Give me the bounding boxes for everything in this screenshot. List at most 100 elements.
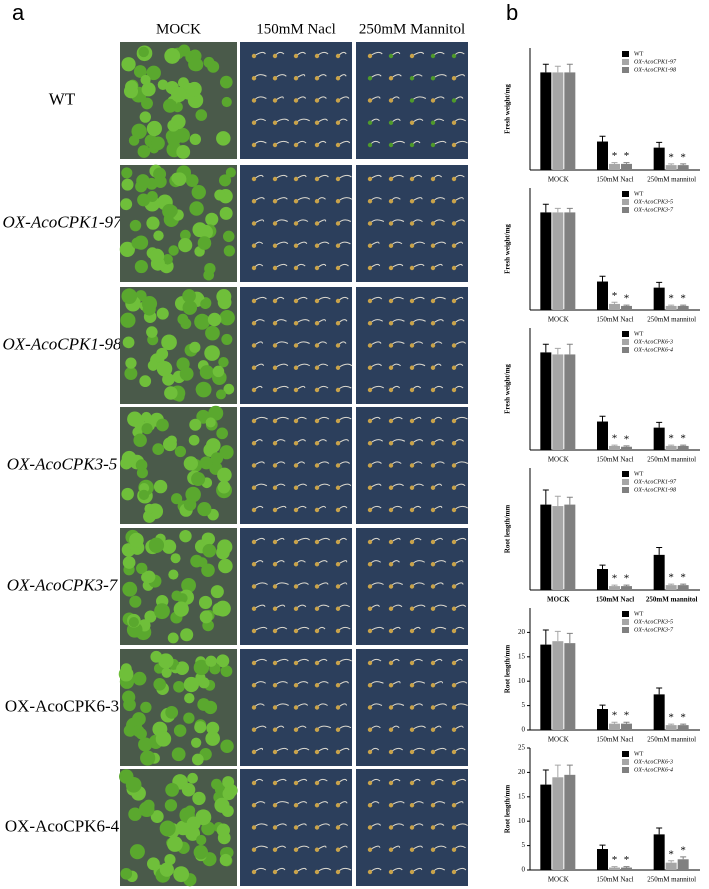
y-tick-label: 15 xyxy=(518,792,526,800)
seed xyxy=(314,199,320,204)
seed xyxy=(367,485,373,490)
legend-swatch xyxy=(622,767,629,773)
seed xyxy=(251,628,257,634)
seed xyxy=(251,562,257,567)
seedling xyxy=(141,411,152,423)
significance-mark: * xyxy=(624,854,630,866)
seedling xyxy=(168,569,179,580)
seed xyxy=(388,343,394,348)
seed xyxy=(409,727,415,732)
bar xyxy=(552,777,564,870)
x-tick-label: MOCK xyxy=(548,316,569,324)
y-axis-label: Fresh weight/mg xyxy=(504,364,512,414)
seed xyxy=(272,387,278,393)
seed xyxy=(314,243,320,248)
seed xyxy=(272,120,278,125)
significance-mark: * xyxy=(668,151,674,163)
seedling xyxy=(153,230,164,241)
seed xyxy=(367,199,373,204)
seed xyxy=(251,221,257,226)
seed xyxy=(409,869,415,875)
seed xyxy=(388,76,394,81)
seed xyxy=(430,825,436,830)
seedling xyxy=(187,772,198,784)
significance-mark: * xyxy=(612,710,618,722)
seed xyxy=(367,343,373,348)
seed xyxy=(367,265,373,271)
seed xyxy=(251,869,257,875)
significance-mark: * xyxy=(680,433,686,445)
seed xyxy=(451,387,457,393)
legend-swatch xyxy=(622,331,629,337)
bar xyxy=(653,287,665,310)
significance-mark: * xyxy=(624,150,630,162)
seed xyxy=(367,298,373,304)
x-tick-label: 150mM Nacl xyxy=(596,596,634,604)
seed xyxy=(293,749,299,755)
seed xyxy=(451,76,457,81)
seed xyxy=(388,562,394,567)
legend-label: OX-AcoCPK3-7 xyxy=(634,207,674,213)
y-axis-label: Root length/mm xyxy=(504,785,512,834)
seed xyxy=(367,562,373,567)
seedling xyxy=(214,189,226,201)
legend-swatch xyxy=(622,619,629,625)
y-tick-label: 0 xyxy=(522,726,526,734)
seed xyxy=(251,142,257,148)
seed xyxy=(293,199,299,204)
seed xyxy=(272,221,278,226)
seedling xyxy=(146,326,158,338)
seed xyxy=(430,606,436,611)
seed xyxy=(430,628,436,634)
bar xyxy=(540,212,552,310)
seedling xyxy=(129,219,142,232)
seed xyxy=(388,660,394,666)
error-bar xyxy=(680,723,687,726)
error-bar xyxy=(542,769,549,785)
seedling xyxy=(187,92,204,109)
seed xyxy=(335,683,341,688)
x-tick-label: MOCK xyxy=(548,456,569,464)
error-bar xyxy=(599,415,606,422)
x-tick-label: MOCK xyxy=(548,176,569,184)
seedling xyxy=(125,80,138,94)
seed xyxy=(335,869,341,875)
legend-swatch xyxy=(622,347,629,353)
error-bar xyxy=(680,856,687,860)
seed xyxy=(314,463,320,468)
seed xyxy=(367,660,373,666)
seed xyxy=(272,847,278,852)
seedling xyxy=(193,659,210,676)
seed xyxy=(430,321,436,326)
seed xyxy=(251,176,257,182)
seed xyxy=(451,321,457,326)
bar xyxy=(621,446,632,450)
seed xyxy=(388,176,394,182)
seed xyxy=(314,562,320,567)
seed xyxy=(430,265,436,271)
seed xyxy=(409,98,415,103)
seedling xyxy=(207,312,222,327)
row-label: OX-AcoCPK1-97 xyxy=(3,212,123,231)
seed xyxy=(367,507,373,513)
seedling xyxy=(181,577,196,593)
seedling xyxy=(162,254,173,265)
seedling xyxy=(153,678,166,691)
seed xyxy=(272,321,278,326)
bar xyxy=(653,427,665,450)
seed xyxy=(367,76,373,81)
seedling xyxy=(173,680,185,693)
seedling xyxy=(204,345,220,361)
seed xyxy=(409,606,415,611)
error-bar xyxy=(680,444,687,446)
bar xyxy=(653,554,665,590)
seed xyxy=(314,825,320,830)
seedling xyxy=(156,361,173,377)
legend-swatch xyxy=(622,67,629,73)
seed xyxy=(388,869,394,875)
legend-swatch xyxy=(622,611,629,617)
legend-label: WT xyxy=(634,51,644,57)
panel-label: b xyxy=(506,0,518,25)
error-bar xyxy=(554,630,561,642)
seed xyxy=(409,507,415,513)
